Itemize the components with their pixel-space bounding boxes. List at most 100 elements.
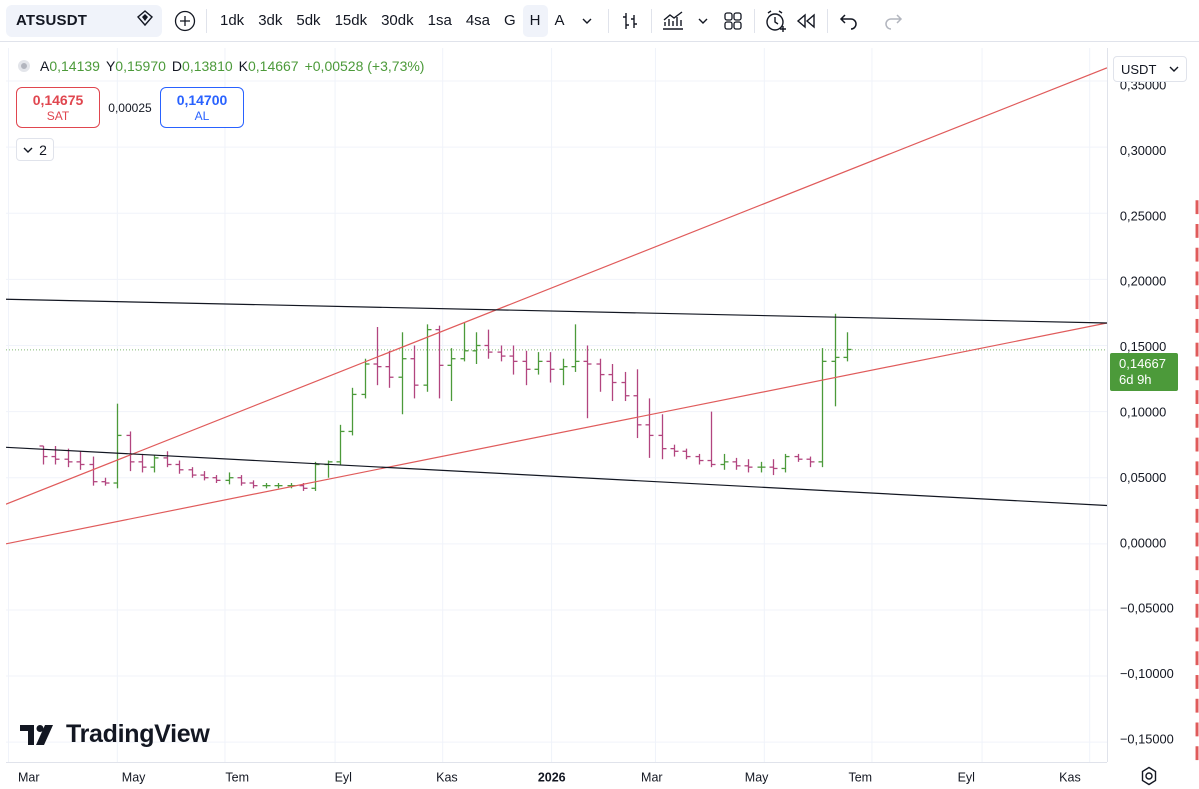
chevron-down-icon[interactable]: [572, 6, 602, 36]
collapse-indicators-button[interactable]: 2: [16, 138, 54, 161]
toolbar-divider: [206, 8, 207, 33]
toolbar-divider: [753, 8, 755, 33]
timeframe-4sa[interactable]: 4sa: [465, 11, 490, 29]
y-tick-label: −0,15000: [1120, 731, 1174, 746]
timeframe-15dk[interactable]: 15dk: [334, 11, 368, 29]
high-value: 0,15970: [115, 58, 166, 74]
ohlc-bar: [769, 459, 778, 476]
ohlc-bar: [744, 459, 753, 473]
replay-icon[interactable]: [791, 6, 821, 36]
sell-label: SAT: [46, 109, 70, 123]
ohlc-bar: [484, 329, 493, 359]
ohlc-bar: [150, 455, 159, 473]
ohlc-bar: [212, 475, 221, 484]
ohlc-bar: [460, 323, 469, 362]
layout-grid-icon[interactable]: [718, 6, 748, 36]
chevron-down-icon: [23, 147, 33, 153]
ohlc-bar: [175, 460, 184, 474]
timeframe-3dk[interactable]: 3dk: [258, 11, 283, 29]
time-axis[interactable]: Mar May Tem Eyl Kas 2026 Mar May Tem Eyl Kas: [6, 762, 1107, 789]
y-tick-label: −0,10000: [1120, 666, 1174, 681]
ohlc-bar: [732, 457, 741, 470]
y-tick-label: 0,10000: [1120, 404, 1166, 419]
x-tick-label: 2026: [538, 770, 566, 784]
ohlc-bar: [583, 345, 592, 419]
price-chart[interactable]: [6, 48, 1107, 762]
ohlc-bar: [794, 453, 803, 462]
add-symbol-icon[interactable]: [170, 6, 200, 36]
toolbar-divider: [650, 8, 652, 33]
trendline-black: [6, 446, 1107, 507]
ohlc-bar: [163, 451, 172, 468]
trendline-red: [6, 67, 1107, 505]
trendline-red: [6, 322, 1107, 545]
alert-icon[interactable]: [761, 6, 791, 36]
ohlc-bar: [781, 453, 790, 473]
timeframe-30dk[interactable]: 30dk: [381, 11, 414, 29]
timeframe-a[interactable]: A: [554, 11, 565, 29]
redo-icon[interactable]: [878, 6, 908, 36]
high-label: Y: [105, 58, 116, 74]
y-tick-label: 0,00000: [1120, 535, 1166, 550]
ohlc-bar: [658, 414, 667, 460]
ohlc-bar: [113, 403, 122, 489]
last-price-badge: 0,14667 6d 9h: [1110, 353, 1178, 391]
y-tick-label: 0,25000: [1120, 208, 1166, 223]
symbol-diamond-icon[interactable]: [136, 9, 154, 32]
ohlc-legend: A 0,14139 Y 0,15970 D 0,13810 K 0,14667 …: [18, 58, 424, 74]
ohlc-bar: [806, 456, 815, 468]
symbol-search[interactable]: ATSUSDT: [6, 4, 162, 37]
ohlc-bar: [472, 332, 481, 365]
indicators-icon[interactable]: [658, 6, 688, 36]
low-label: D: [171, 58, 183, 74]
timeframe-1dk[interactable]: 1dk: [220, 11, 245, 29]
x-tick-label: Tem: [225, 770, 249, 784]
price-axis[interactable]: 0,350000,300000,250000,200000,150000,100…: [1107, 48, 1199, 762]
x-tick-label: May: [122, 770, 146, 784]
ohlc-bar: [138, 453, 147, 473]
ohlc-bar: [373, 326, 382, 386]
timeframe-h[interactable]: H: [522, 4, 548, 37]
toolbar-divider: [607, 8, 609, 33]
ohlc-bar: [311, 461, 320, 491]
ohlc-bar: [546, 352, 555, 383]
ohlc-bar: [76, 451, 85, 470]
x-tick-label: Kas: [1059, 770, 1081, 784]
indicators-chevron-icon[interactable]: [688, 6, 718, 36]
timeframe-1sa[interactable]: 1sa: [427, 11, 452, 29]
ohlc-bar: [398, 332, 407, 415]
x-tick-label: Eyl: [958, 770, 975, 784]
bar-countdown: 6d 9h: [1119, 372, 1152, 387]
y-tick-label: 0,05000: [1120, 470, 1166, 485]
ohlc-bar: [633, 369, 642, 439]
timeframe-5dk[interactable]: 5dk: [296, 11, 321, 29]
sell-button[interactable]: 0,14675 SAT: [16, 87, 100, 128]
ohlc-bar: [348, 387, 357, 436]
currency-label: USDT: [1121, 61, 1157, 77]
indicator-count: 2: [39, 141, 47, 158]
ohlc-bar: [522, 350, 531, 386]
ohlc-bar: [621, 371, 630, 402]
ohlc-bar: [324, 460, 333, 478]
ohlc-bar: [188, 467, 197, 478]
ohlc-bar: [608, 364, 617, 402]
settings-icon[interactable]: [1139, 766, 1159, 786]
buy-button[interactable]: 0,14700 AL: [160, 87, 244, 128]
bar-style-icon[interactable]: [615, 6, 645, 36]
x-tick-label: Tem: [848, 770, 872, 784]
timeframe-g[interactable]: G: [504, 11, 516, 29]
spread-value: 0,00025: [108, 100, 152, 115]
ohlc-bar: [596, 358, 605, 392]
buy-label: AL: [194, 109, 210, 123]
sell-price: 0,14675: [32, 92, 84, 108]
ohlc-bar: [571, 324, 580, 372]
series-status-dot[interactable]: [18, 60, 30, 72]
currency-selector[interactable]: USDT: [1113, 56, 1187, 82]
ohlc-bar: [670, 444, 679, 457]
x-tick-label: May: [745, 770, 769, 784]
x-tick-label: Kas: [436, 770, 458, 784]
tradingview-logo[interactable]: TradingView: [20, 720, 210, 749]
ohlc-bar: [51, 445, 60, 465]
undo-icon[interactable]: [834, 6, 864, 36]
ohlc-bar: [336, 424, 345, 465]
